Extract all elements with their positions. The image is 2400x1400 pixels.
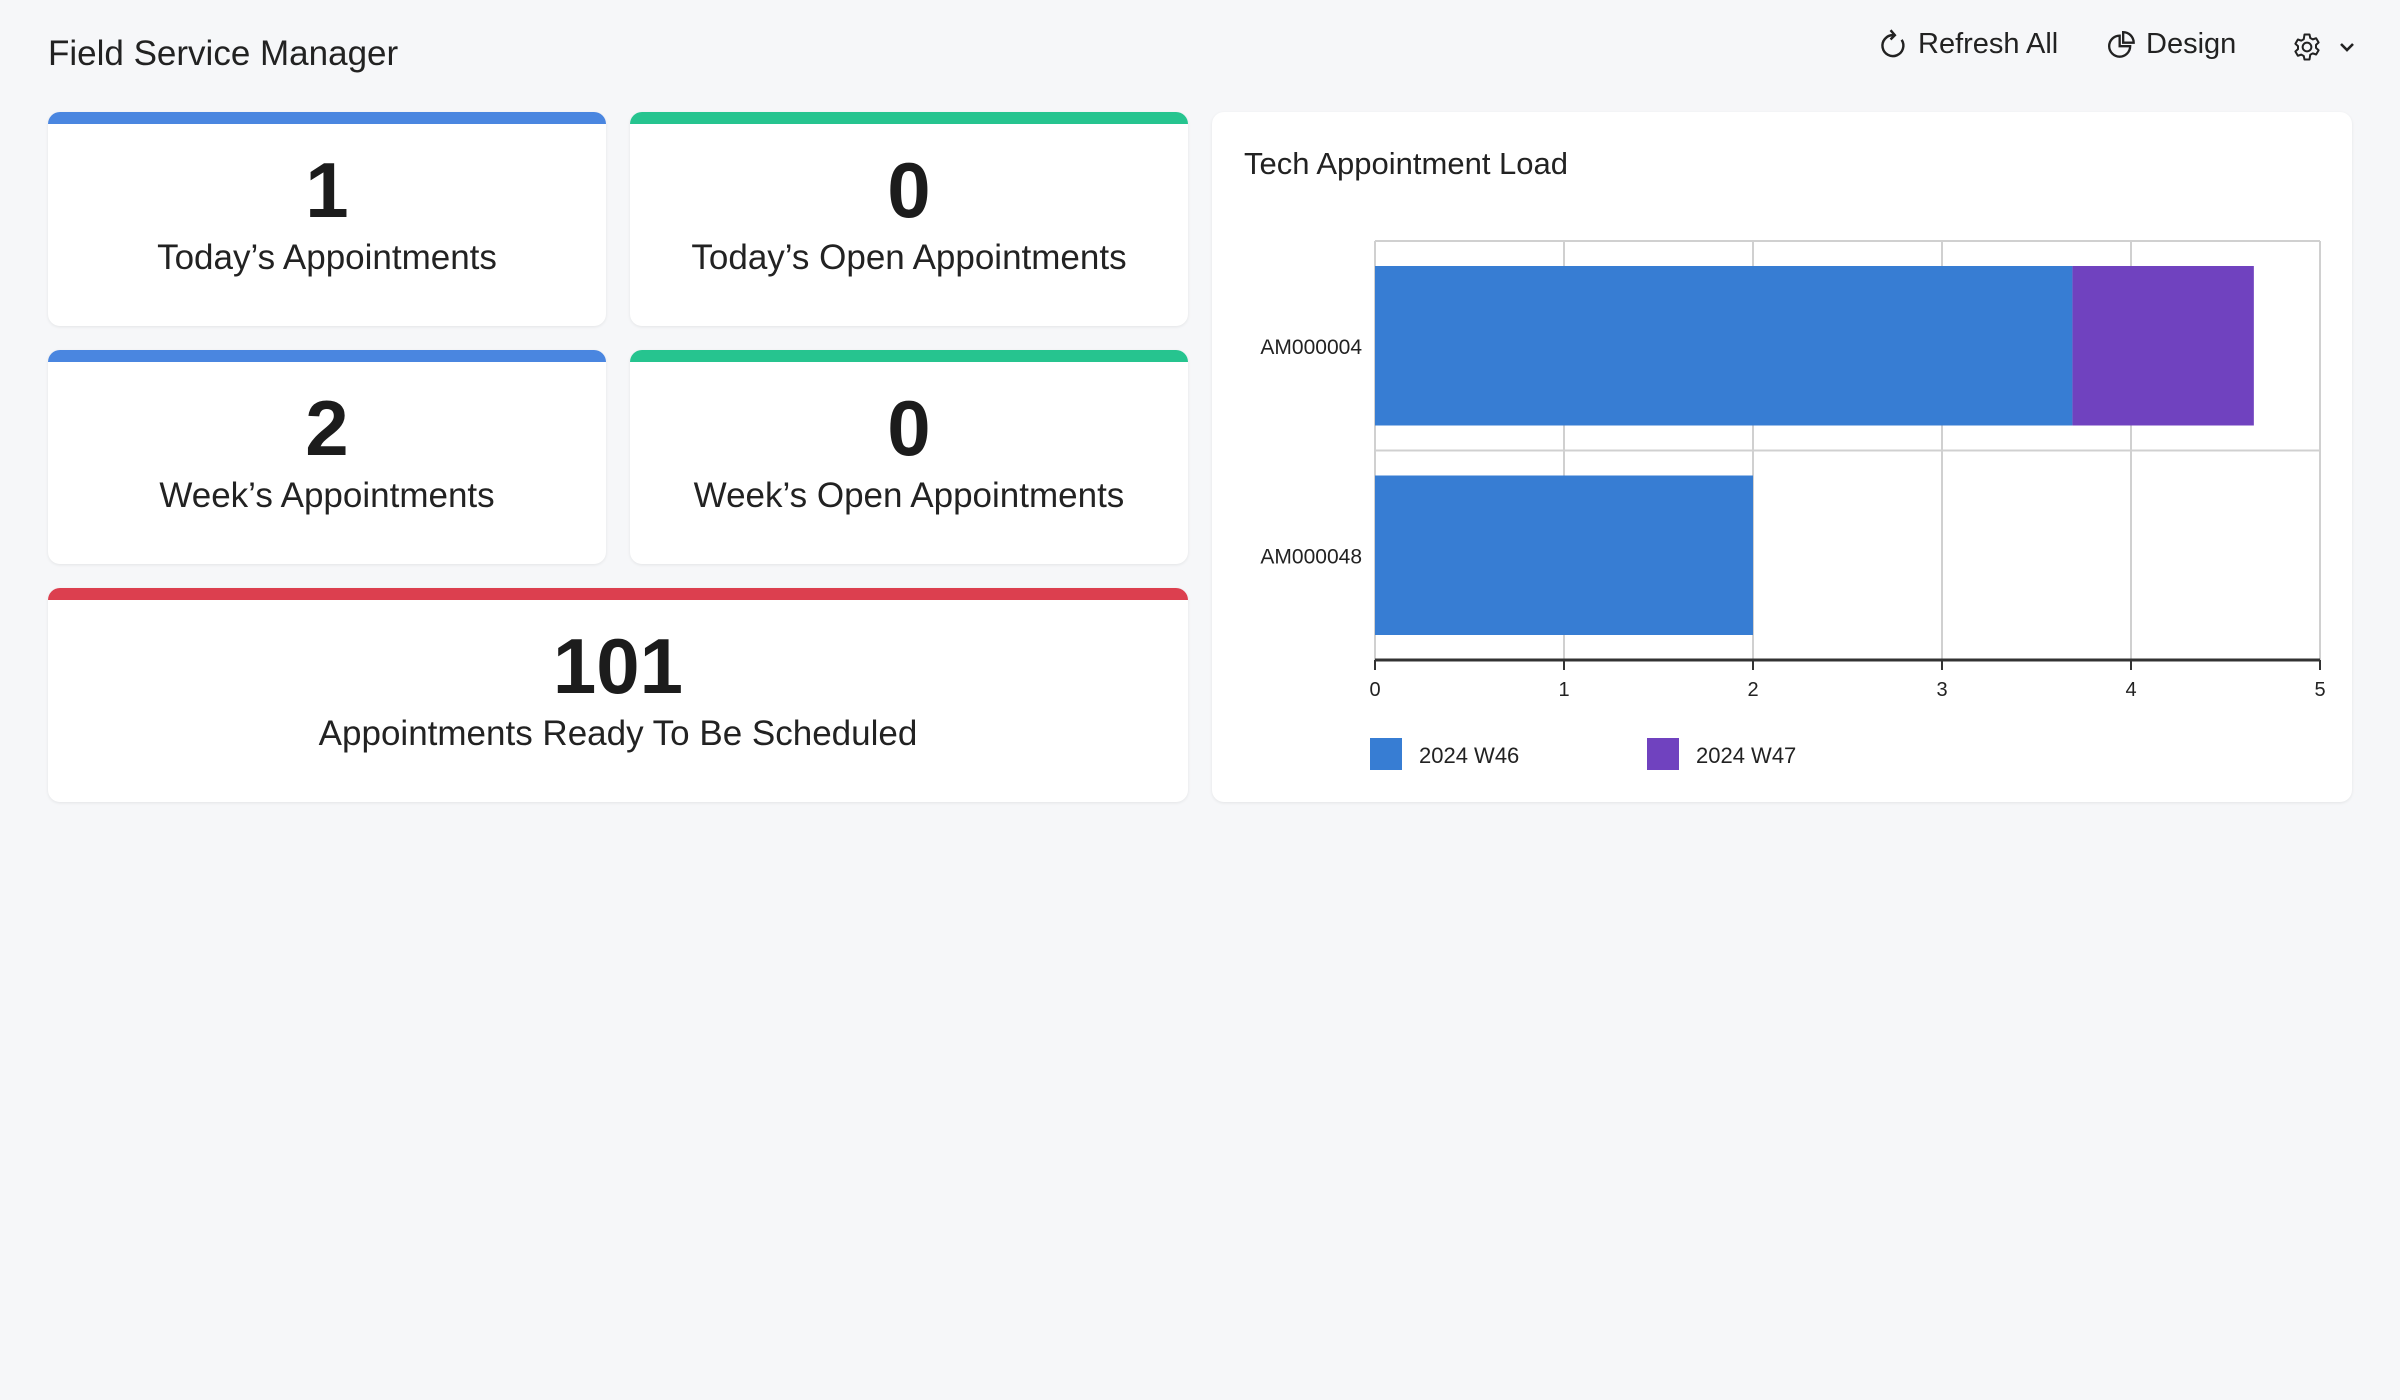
card-accent-bar xyxy=(48,588,1188,600)
card-value: 0 xyxy=(887,146,931,234)
refresh-all-button[interactable]: Refresh All xyxy=(1878,28,2058,61)
x-tick-label: 2 xyxy=(1747,679,1758,701)
chevron-down-icon xyxy=(2340,43,2354,52)
weeks-appointments-card[interactable]: 2 Week’s Appointments xyxy=(48,350,606,564)
legend-swatch xyxy=(1370,738,1402,770)
tech-appointment-load-chart: 0 1 2 3 4 5 AM000004 AM000048 2024 W46 2024 W47 xyxy=(1260,240,2326,770)
card-accent-bar xyxy=(630,112,1188,124)
card-accent-bar xyxy=(48,350,606,362)
settings-menu-button[interactable] xyxy=(2292,32,2356,62)
x-tick-label: 4 xyxy=(2125,679,2136,701)
bar-2024-w47 xyxy=(2072,266,2254,426)
card-value: 101 xyxy=(552,622,684,710)
x-tick-label: 0 xyxy=(1369,679,1380,701)
legend-swatch xyxy=(1647,738,1679,770)
x-tick-label: 1 xyxy=(1558,679,1569,701)
card-label: Today’s Appointments xyxy=(157,238,497,277)
card-value: 0 xyxy=(887,384,931,472)
design-button[interactable]: Design xyxy=(2108,28,2236,61)
card-label: Today’s Open Appointments xyxy=(691,238,1127,277)
bar-2024-w46 xyxy=(1375,266,2073,426)
card-value: 1 xyxy=(305,146,349,234)
category-label: AM000048 xyxy=(1260,545,1362,568)
card-label: Appointments Ready To Be Scheduled xyxy=(318,714,918,753)
card-label: Week’s Open Appointments xyxy=(693,476,1125,515)
weeks-open-appointments-card[interactable]: 0 Week’s Open Appointments xyxy=(630,350,1188,564)
gear-icon xyxy=(2294,33,2320,61)
card-accent-bar xyxy=(630,350,1188,362)
card-value: 2 xyxy=(305,384,349,472)
tech-appointment-load-card: Tech Appointment Load 0 1 2 3 4 5 AM000004 AM00… xyxy=(1212,112,2352,802)
x-tick-label: 3 xyxy=(1936,679,1947,701)
pie-chart-icon xyxy=(2108,30,2135,58)
bar-2024-w46 xyxy=(1375,475,1753,635)
todays-open-appointments-card[interactable]: 0 Today’s Open Appointments xyxy=(630,112,1188,326)
legend-label: 2024 W47 xyxy=(1696,743,1796,768)
card-accent-bar xyxy=(48,112,606,124)
design-label: Design xyxy=(2146,28,2237,60)
ready-to-schedule-card[interactable]: 101 Appointments Ready To Be Scheduled xyxy=(48,588,1188,802)
legend-label: 2024 W46 xyxy=(1419,743,1519,768)
card-label: Week’s Appointments xyxy=(159,476,495,515)
x-tick-label: 5 xyxy=(2314,679,2325,701)
todays-appointments-card[interactable]: 1 Today’s Appointments xyxy=(48,112,606,326)
chart-title: Tech Appointment Load xyxy=(1244,146,1569,181)
category-label: AM000004 xyxy=(1260,336,1362,359)
page-title: Field Service Manager xyxy=(48,34,399,73)
refresh-icon xyxy=(1881,28,1905,57)
refresh-all-label: Refresh All xyxy=(1918,28,2059,60)
